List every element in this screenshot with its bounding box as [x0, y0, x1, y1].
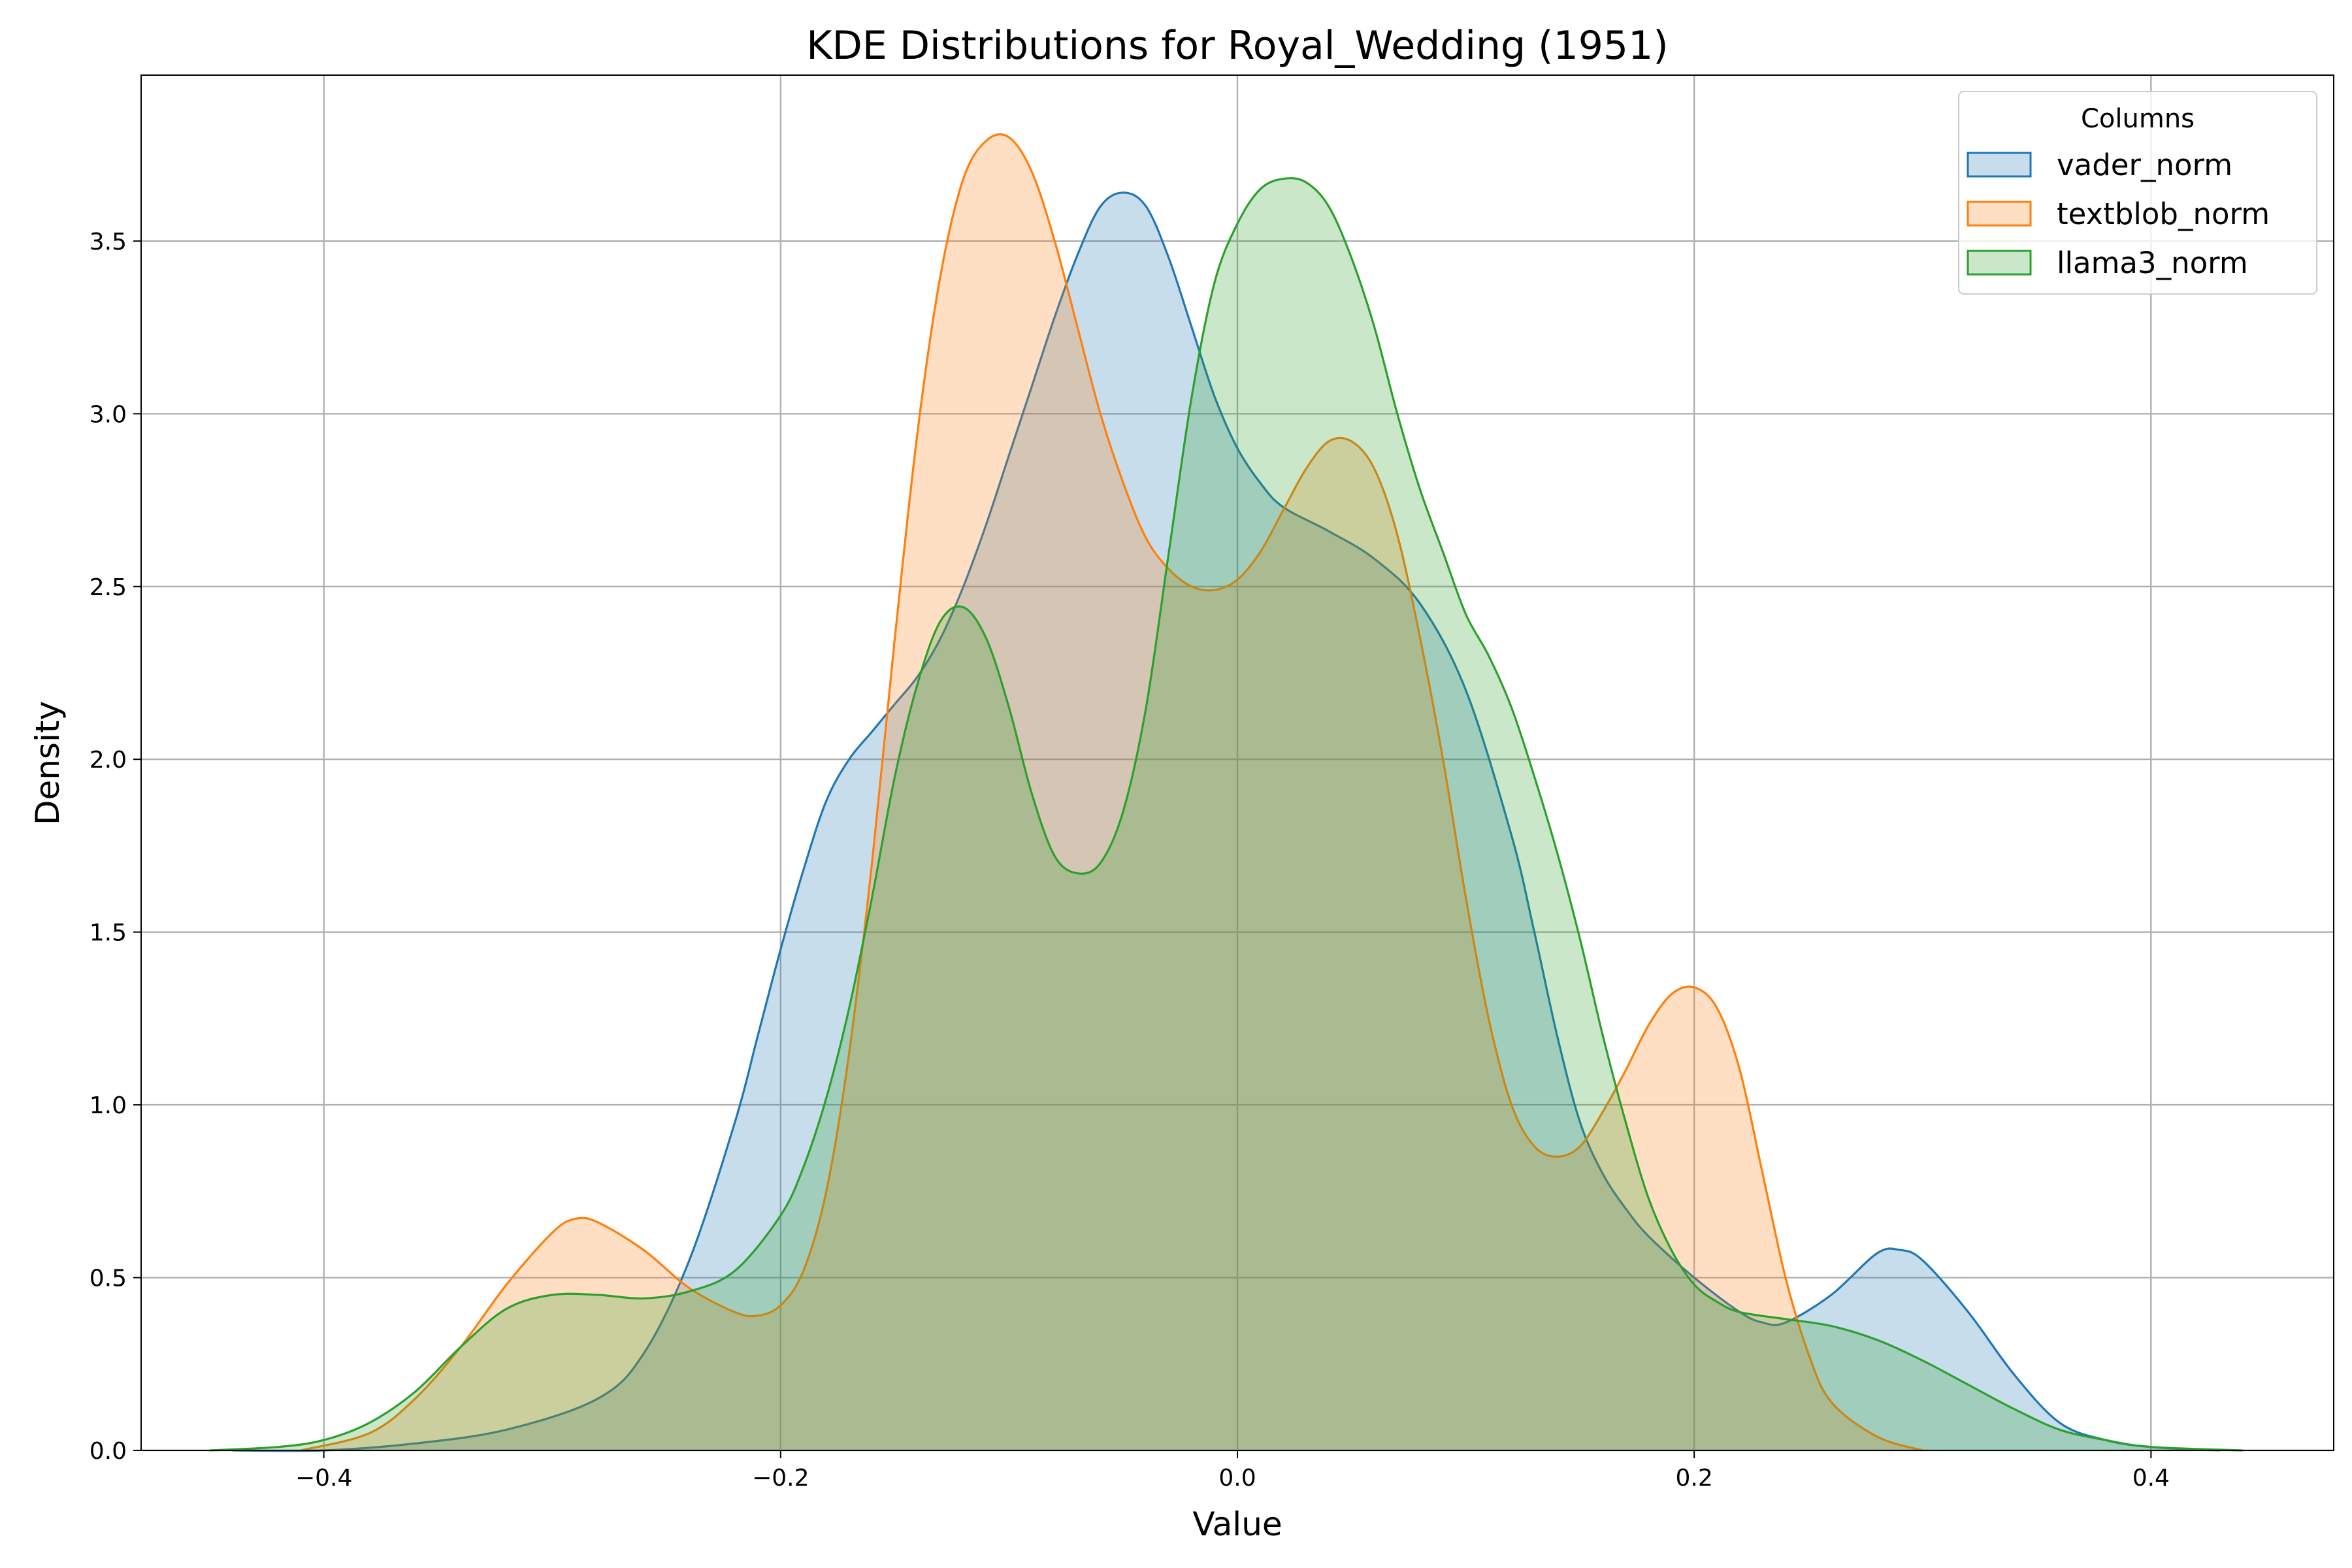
legend-label-textblob_norm: textblob_norm: [2057, 197, 2270, 231]
y-tick-label: 0.0: [90, 1438, 127, 1465]
vader_norm-area: [232, 192, 2220, 1451]
chart-title: KDE Distributions for Royal_Wedding (195…: [806, 23, 1668, 69]
llama3_norm-area: [209, 178, 2243, 1450]
y-axis-label: Density: [29, 701, 67, 825]
x-tick-label: 0.0: [1218, 1465, 1256, 1492]
x-tick-label: 0.4: [2132, 1465, 2170, 1492]
y-axis-ticks: 0.0 0.5 1.0 1.5 2.0 2.5 3.0 3.5: [90, 229, 141, 1465]
y-tick-label: 3.5: [90, 229, 127, 255]
y-tick-label: 1.5: [90, 920, 127, 947]
legend-frame: [1958, 91, 2317, 295]
y-tick-label: 3.0: [90, 401, 127, 428]
legend-title: Columns: [2081, 104, 2195, 134]
legend-label-vader_norm: vader_norm: [2057, 148, 2232, 182]
legend-swatch-textblob_norm: [1967, 201, 2032, 227]
llama3_norm-line: [209, 177, 2243, 1452]
x-tick-label: −0.2: [752, 1465, 809, 1492]
legend: Columns vader_norm textblob_norm llama3_no…: [1958, 91, 2317, 295]
x-tick-label: 0.2: [1676, 1465, 1713, 1492]
kde-areas: [209, 133, 2243, 1452]
y-tick-label: 2.0: [90, 747, 127, 774]
x-tick-label: −0.4: [295, 1465, 352, 1492]
y-tick-label: 1.0: [90, 1092, 127, 1119]
grid-lines: [141, 75, 2334, 1452]
legend-swatch-vader_norm: [1967, 152, 2032, 178]
textblob_norm-line: [301, 133, 1923, 1452]
y-tick-label: 2.5: [90, 574, 127, 601]
y-tick-label: 0.5: [90, 1266, 127, 1292]
x-axis-ticks: −0.4 −0.2 0.0 0.2 0.4: [295, 1450, 2170, 1492]
legend-label-llama3_norm: llama3_norm: [2057, 246, 2248, 280]
x-axis-label: Value: [1192, 1505, 1282, 1543]
legend-swatch-llama3_norm: [1967, 250, 2032, 276]
